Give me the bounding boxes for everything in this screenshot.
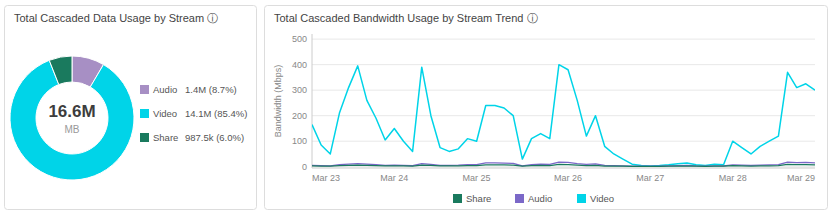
y-tick-label: 100	[292, 136, 307, 146]
legend-swatch	[515, 194, 524, 203]
legend: Audio 1.4M (8.7%) Video 14.1M (85.4%) Share 9…	[140, 84, 247, 143]
y-tick-label: 400	[292, 60, 307, 70]
legend-label: Audio	[153, 84, 177, 95]
chart-title: Total Cascaded Data Usage by Stream ⓘ	[14, 12, 218, 24]
legend-label: Share	[153, 132, 178, 143]
canvas: Total Cascaded Data Usage by Stream ⓘ 16.…	[0, 0, 832, 215]
x-tick-label: Mar 28	[719, 173, 747, 183]
legend-value: 987.5k (6.0%)	[185, 132, 244, 143]
donut	[10, 56, 134, 180]
donut-slice	[49, 56, 72, 85]
grid-line	[312, 115, 815, 116]
legend-label: Video	[590, 193, 614, 204]
legend-swatch	[453, 194, 462, 203]
legend: Share Audio Video	[453, 193, 614, 204]
grid-line	[312, 64, 815, 65]
panel	[265, 6, 828, 210]
grid-line	[312, 90, 815, 91]
x-tick-label: Mar 25	[463, 173, 491, 183]
legend-swatch	[140, 109, 149, 118]
y-axis-label: Bandwidth (Mbps)	[273, 65, 283, 138]
lines	[312, 65, 815, 167]
series-line	[312, 164, 815, 166]
legend-swatch	[140, 85, 149, 94]
grid-line	[312, 39, 815, 40]
grid-line	[312, 141, 815, 142]
x-tick-label: Mar 24	[380, 173, 408, 183]
legend-label: Audio	[528, 193, 552, 204]
chart-title: Total Cascaded Bandwidth Usage by Stream…	[274, 12, 538, 24]
y-tick-label: 300	[292, 85, 307, 95]
panel	[5, 6, 257, 210]
dashboard: Total Cascaded Data Usage by Stream ⓘ 16.…	[0, 0, 832, 215]
center-subtitle: MB	[65, 124, 80, 135]
x-tick-label: Mar 29	[787, 173, 815, 183]
x-tick-label: Mar 27	[636, 173, 664, 183]
x-tick-label: Mar 26	[554, 173, 582, 183]
y-tick-label: 200	[292, 111, 307, 121]
legend-swatch	[577, 194, 586, 203]
series-line	[312, 65, 815, 166]
legend-value: 14.1M (85.4%)	[185, 108, 247, 119]
grid	[312, 39, 815, 167]
legend-label: Share	[466, 193, 491, 204]
y-tick-label: 0	[302, 162, 307, 172]
legend-label: Video	[153, 108, 177, 119]
center-text: 16.6M	[48, 102, 95, 121]
x-axis-line	[312, 168, 815, 169]
legend-swatch	[140, 133, 149, 142]
x-tick-label: Mar 23	[312, 173, 340, 183]
legend-value: 1.4M (8.7%)	[185, 84, 237, 95]
series-line	[312, 162, 815, 166]
y-tick-label: 500	[292, 34, 307, 44]
y-axis-line	[312, 34, 313, 168]
